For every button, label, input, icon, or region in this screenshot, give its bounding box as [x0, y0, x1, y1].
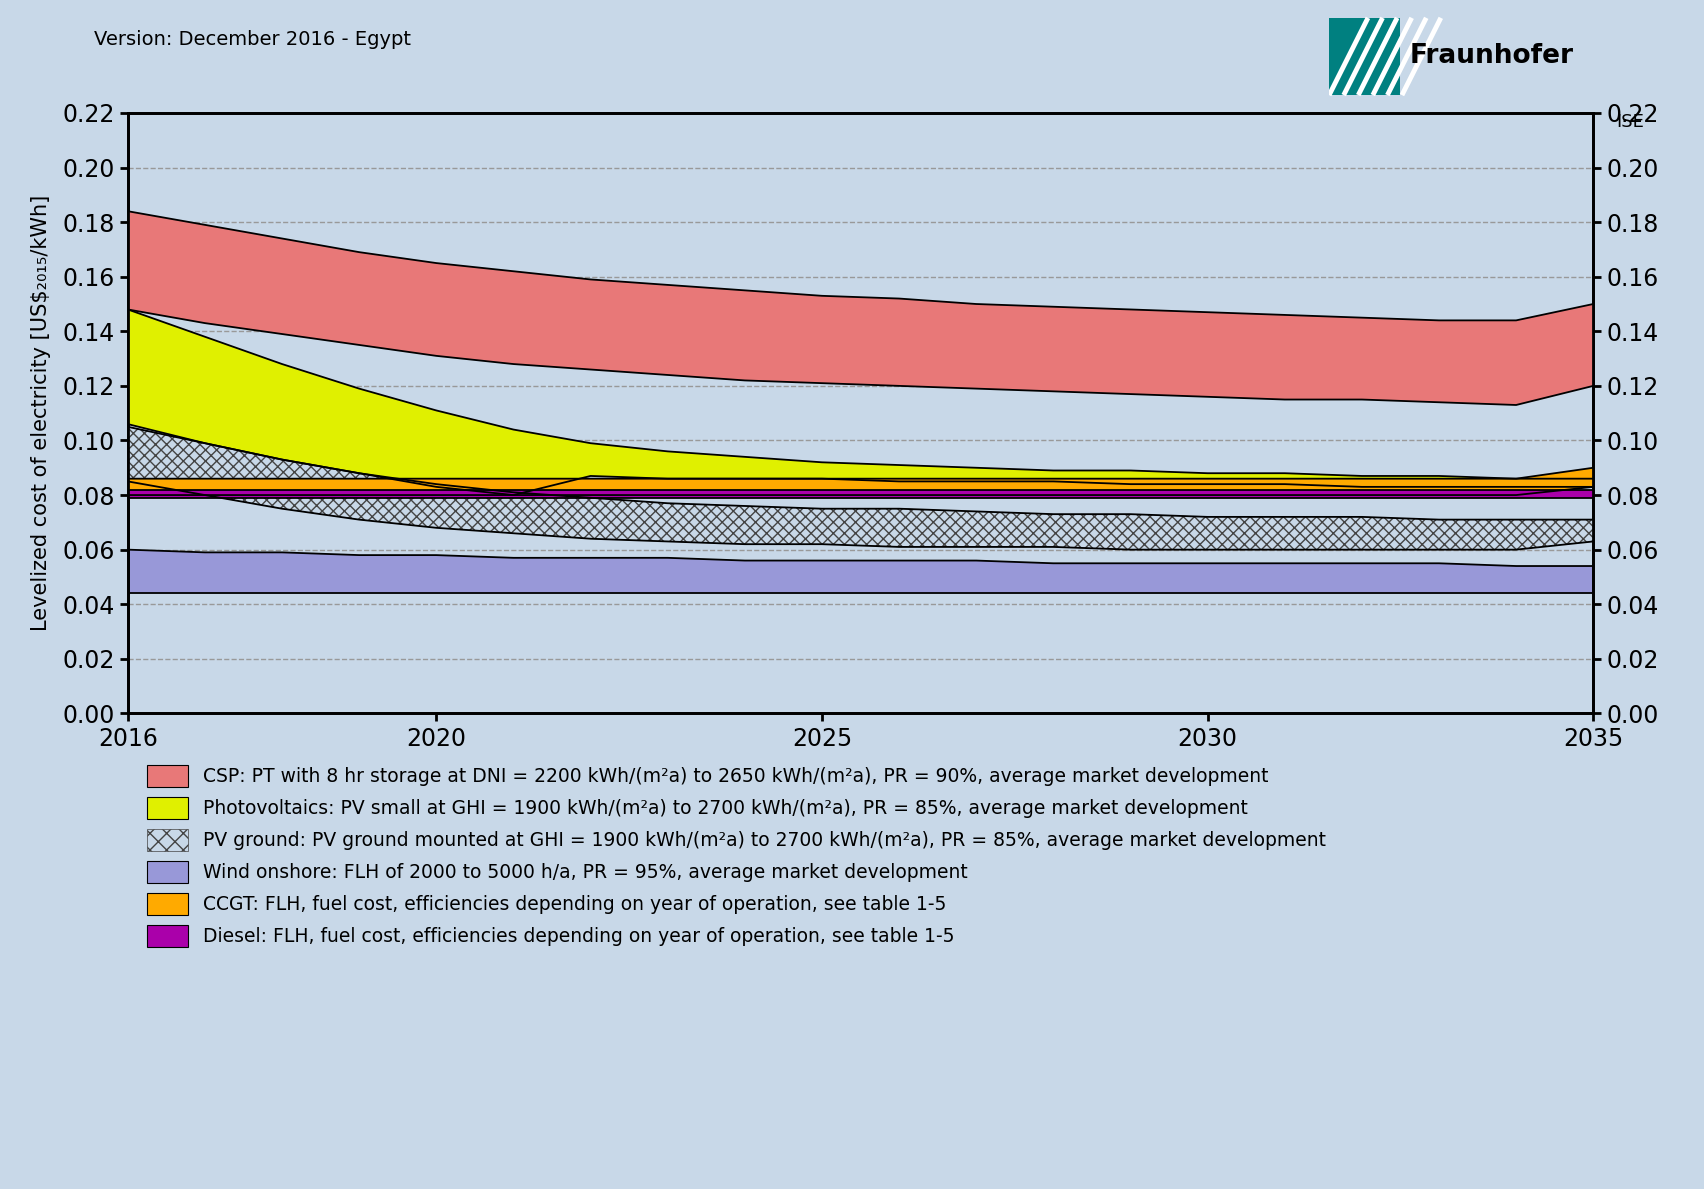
Text: Fraunhofer: Fraunhofer [1411, 44, 1574, 69]
FancyBboxPatch shape [1329, 18, 1401, 95]
Y-axis label: Levelized cost of electricity [US$₂₀₁₅/kWh]: Levelized cost of electricity [US$₂₀₁₅/k… [31, 195, 51, 631]
Text: Version: December 2016 - Egypt: Version: December 2016 - Egypt [94, 30, 411, 49]
Legend: CSP: PT with 8 hr storage at DNI = 2200 kWh/(m²a) to 2650 kWh/(m²a), PR = 90%, a: CSP: PT with 8 hr storage at DNI = 2200 … [138, 756, 1336, 956]
Text: ISE: ISE [1617, 113, 1644, 131]
